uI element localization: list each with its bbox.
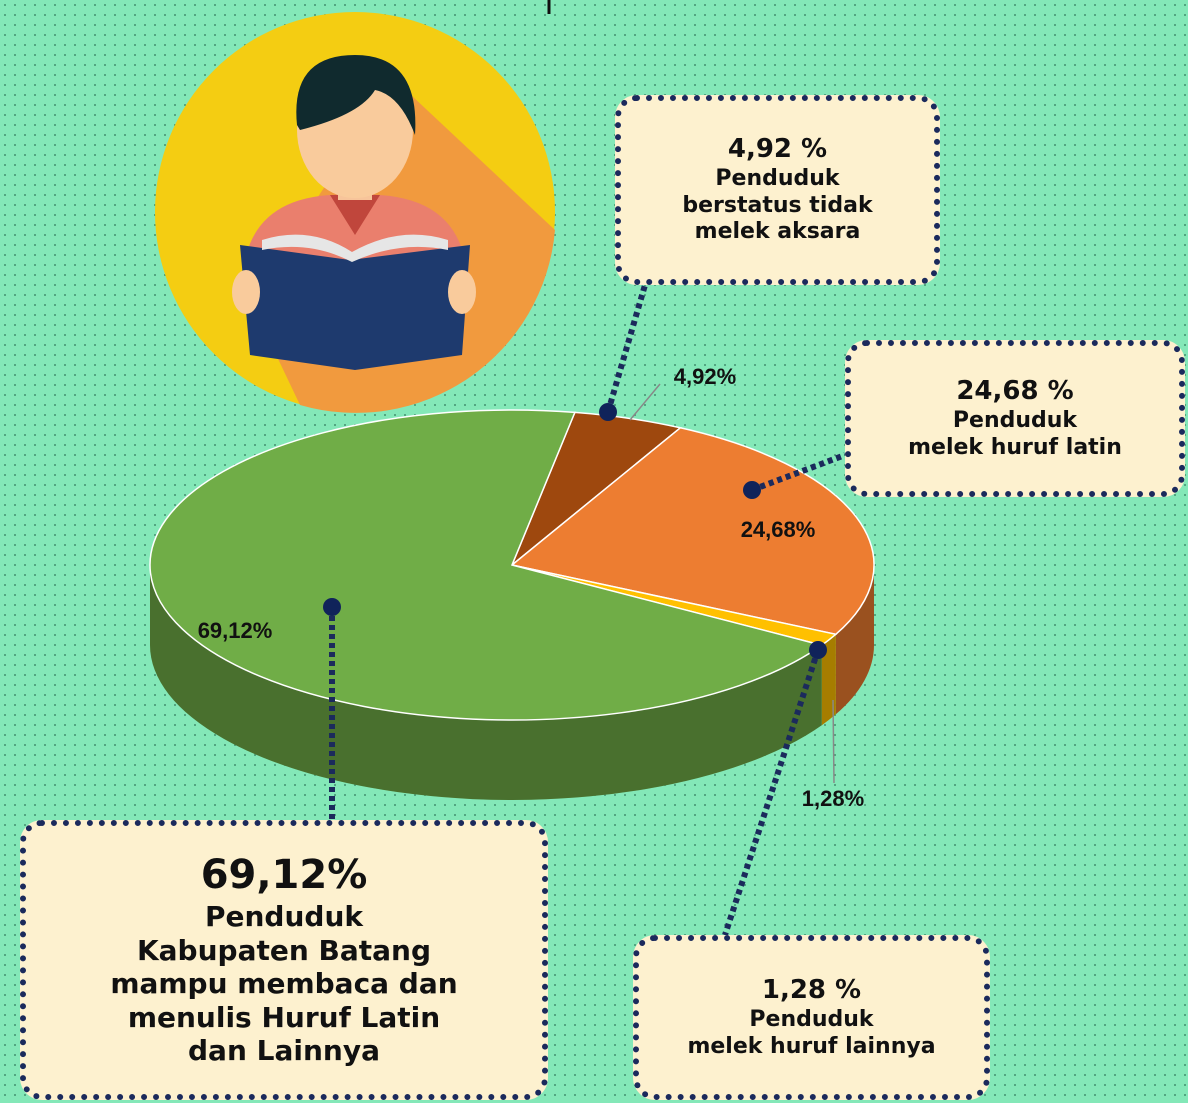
value-label: 1,28% bbox=[802, 786, 864, 811]
label-leader bbox=[630, 384, 660, 420]
callout-text: Kabupaten Batang bbox=[26, 934, 542, 968]
callout-text: Penduduk bbox=[621, 166, 934, 192]
callout-value: 4,92 % bbox=[621, 134, 934, 164]
value-label: 69,12% bbox=[198, 618, 273, 643]
label-leader bbox=[833, 700, 834, 783]
reader-icon bbox=[155, 12, 555, 413]
callout-text: melek aksara bbox=[621, 219, 934, 245]
callout-value: 24,68 % bbox=[851, 376, 1179, 406]
callout-text: melek huruf latin bbox=[851, 435, 1179, 461]
callout-text: melek huruf lainnya bbox=[639, 1034, 984, 1060]
pie: 4,92% 24,68% 1,28% 69,12% bbox=[150, 364, 874, 811]
callout-text: mampu membaca dan bbox=[26, 967, 542, 1001]
callout-value: 69,12% bbox=[26, 852, 542, 898]
callout-value: 1,28 % bbox=[639, 975, 984, 1005]
value-label: 24,68% bbox=[741, 517, 816, 542]
callout-text: menulis Huruf Latin bbox=[26, 1001, 542, 1035]
value-label: 4,92% bbox=[674, 364, 736, 389]
callout-text: Penduduk bbox=[26, 900, 542, 934]
callout-text: Penduduk bbox=[851, 408, 1179, 434]
callout-text: dan Lainnya bbox=[26, 1034, 542, 1068]
callout-text: Penduduk bbox=[639, 1007, 984, 1033]
infographic: 4,92%24,68%1,28%69,12% 4,92 %Pendudukber… bbox=[0, 0, 1188, 1103]
callout-text: berstatus tidak bbox=[621, 193, 934, 219]
